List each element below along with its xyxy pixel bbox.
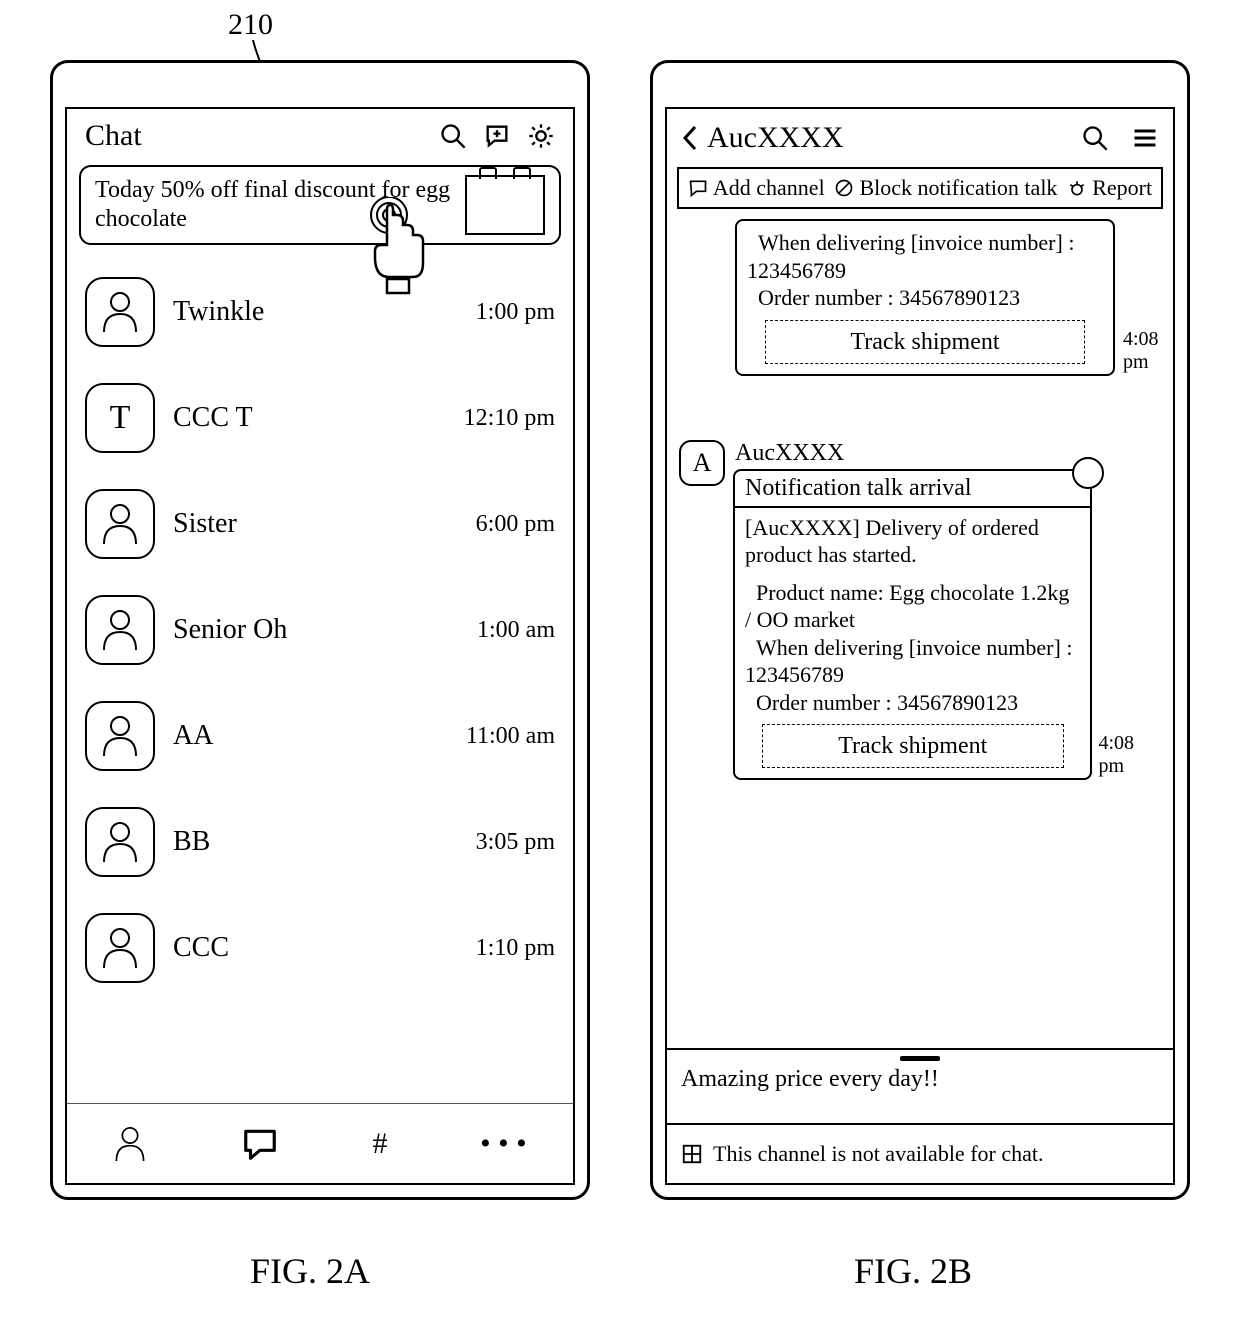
phone-frame-chat-list: Chat Today 50% off final discount for eg… [50,60,590,1200]
nav-more-icon[interactable]: • • • [480,1127,527,1161]
speech-icon [688,178,708,198]
track-shipment-button[interactable]: Track shipment [765,320,1085,364]
figure-label-a: FIG. 2A [250,1250,370,1292]
chat-row[interactable]: Twinkle 1:00 pm [81,259,559,365]
sender-avatar: A [679,440,725,486]
chat-time: 3:05 pm [476,829,555,856]
chat-header-icons [439,122,555,150]
detail-title-text: AucXXXX [707,121,844,155]
message-bubble: When delivering [invoice number] : 12345… [735,219,1115,376]
person-icon [100,926,140,970]
avatar [85,489,155,559]
message-block: When delivering [invoice number] : 12345… [679,219,1161,376]
chat-name: Senior Oh [173,614,459,646]
chat-row[interactable]: Sister 6:00 pm [81,471,559,577]
message-line: Product name: Egg chocolate 1.2kg / OO m… [745,579,1080,634]
nav-chat-icon[interactable] [240,1125,280,1163]
detail-header-title[interactable]: AucXXXX [681,121,844,155]
detail-header-icons [1081,124,1159,152]
person-icon [100,608,140,652]
notification-dot-icon [1072,457,1104,489]
chat-time: 12:10 pm [464,405,555,432]
phone-screen-chat-list: Chat Today 50% off final discount for eg… [65,107,575,1185]
message-line: When delivering [invoice number] : 12345… [745,634,1080,689]
avatar: T [85,383,155,453]
figure-label-b: FIG. 2B [854,1250,972,1292]
person-icon [100,820,140,864]
channel-action-bar: Add channel Block notification talk Repo… [677,167,1163,209]
block-notification-label: Block notification talk [859,175,1057,201]
grid-icon [681,1143,703,1165]
bottom-nav: # • • • [67,1103,573,1183]
chat-unavailable-footer: This channel is not available for chat. [667,1123,1173,1183]
search-icon[interactable] [439,122,467,150]
message-line: When delivering [invoice number] : 12345… [747,229,1103,284]
chat-row[interactable]: AA 11:00 am [81,683,559,789]
person-icon [100,290,140,334]
chat-name: CCC [173,932,458,964]
person-icon [100,714,140,758]
chat-header: Chat [67,109,573,159]
promo-footer[interactable]: Amazing price every day!! [667,1048,1173,1123]
avatar [85,595,155,665]
add-channel-button[interactable]: Add channel [688,175,825,201]
track-shipment-button[interactable]: Track shipment [762,724,1064,768]
nav-contacts-icon[interactable] [113,1125,147,1163]
notification-card: Notification talk arrival [AucXXXX] Deli… [733,469,1092,781]
menu-icon[interactable] [1131,124,1159,152]
message-area: When delivering [invoice number] : 12345… [667,213,1173,1048]
chat-header-title: Chat [85,119,142,153]
chat-row[interactable]: Senior Oh 1:00 am [81,577,559,683]
chat-time: 1:10 pm [476,935,555,962]
callout-number: 210 [228,8,273,42]
chat-time: 1:00 pm [476,299,555,326]
gear-icon[interactable] [527,122,555,150]
promo-footer-text: Amazing price every day!! [681,1066,939,1092]
avatar [85,913,155,983]
chat-name: BB [173,826,458,858]
promo-banner-text: Today 50% off final discount for egg cho… [95,176,455,234]
chat-name: Sister [173,508,458,540]
search-icon[interactable] [1081,124,1109,152]
chat-name: CCC T [173,402,446,434]
report-button[interactable]: Report [1067,175,1152,201]
add-channel-label: Add channel [713,175,825,201]
notification-card-body: [AucXXXX] Delivery of ordered product ha… [735,508,1090,779]
message-time: 4:08 pm [1123,328,1161,376]
chat-list: Twinkle 1:00 pm T CCC T 12:10 pm Sister … [67,249,573,1103]
nav-hash-icon[interactable]: # [373,1127,388,1161]
chat-row[interactable]: T CCC T 12:10 pm [81,365,559,471]
notification-card-title: Notification talk arrival [735,471,1090,508]
chat-time: 6:00 pm [476,511,555,538]
report-label: Report [1092,175,1152,201]
detail-header: AucXXXX [667,109,1173,163]
phone-frame-channel-detail: AucXXXX Add channel Block notification t… [650,60,1190,1200]
person-icon [100,502,140,546]
new-chat-icon[interactable] [483,122,511,150]
chat-time: 11:00 am [466,723,555,750]
message-line: Order number : 34567890123 [745,689,1080,717]
avatar [85,277,155,347]
avatar [85,701,155,771]
message-line: Order number : 34567890123 [747,284,1103,312]
back-icon[interactable] [681,125,699,151]
message-with-sender: A AucXXXX Notification talk arrival [Auc… [679,440,1161,781]
chat-row[interactable]: CCC 1:10 pm [81,895,559,1001]
promo-banner[interactable]: Today 50% off final discount for egg cho… [79,165,561,245]
promo-banner-image [465,175,545,235]
block-notification-button[interactable]: Block notification talk [834,175,1057,201]
block-icon [834,178,854,198]
message-time: 4:08 pm [1098,732,1161,780]
drag-handle-icon[interactable] [900,1056,940,1061]
chat-name: AA [173,720,448,752]
avatar [85,807,155,877]
chat-row[interactable]: BB 3:05 pm [81,789,559,895]
chat-time: 1:00 am [477,617,555,644]
message-line: [AucXXXX] Delivery of ordered product ha… [745,514,1080,569]
report-icon [1067,178,1087,198]
chat-unavailable-text: This channel is not available for chat. [713,1141,1044,1167]
phone-screen-channel-detail: AucXXXX Add channel Block notification t… [665,107,1175,1185]
chat-name: Twinkle [173,296,458,328]
